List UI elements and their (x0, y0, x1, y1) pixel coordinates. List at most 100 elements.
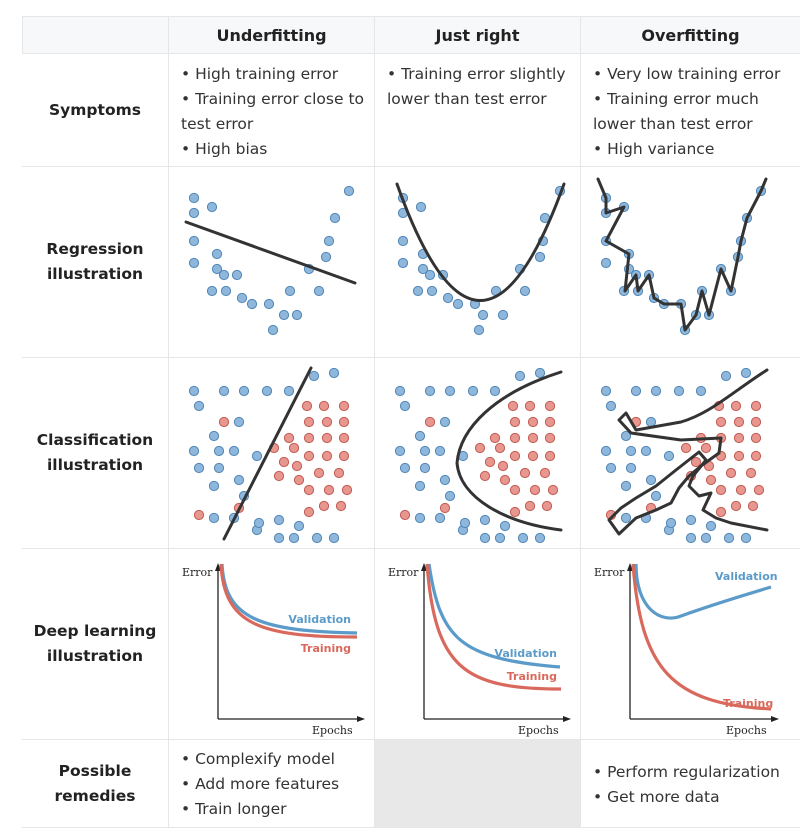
red-point (509, 416, 521, 428)
blue-point (188, 235, 200, 247)
blue-point (439, 416, 451, 428)
blue-point (213, 445, 225, 457)
header-overfitting: Overfitting (581, 16, 800, 54)
red-point (273, 470, 285, 482)
classification-decision-line (222, 366, 313, 541)
blue-point (452, 298, 464, 310)
bullet-line: • Complexify model (181, 750, 335, 768)
red-point (494, 442, 506, 454)
red-point (539, 467, 551, 479)
blue-point (605, 462, 617, 474)
blue-point (412, 285, 424, 297)
red-point (318, 500, 330, 512)
regression-fit-line (184, 220, 357, 285)
blue-point (519, 285, 531, 297)
red-point (323, 484, 335, 496)
blue-point (188, 257, 200, 269)
regression-fit-curve (596, 177, 768, 332)
training-label: Training (507, 670, 557, 683)
classification-just-right-cell (375, 358, 581, 549)
x-axis-label: Epochs (726, 724, 767, 737)
remedies-underfitting: • Complexify model • Add more features •… (169, 740, 375, 828)
blue-point (261, 385, 273, 397)
red-point (750, 416, 762, 428)
red-point (338, 432, 350, 444)
red-point (750, 432, 762, 444)
deep-learning-underfitting-cell: Error Epochs Validation Training (169, 549, 375, 740)
validation-curve (427, 563, 561, 669)
blue-point (273, 514, 285, 526)
red-point (750, 450, 762, 462)
red-point (529, 484, 541, 496)
blue-point (439, 474, 451, 486)
blue-point (278, 309, 290, 321)
red-point (524, 500, 536, 512)
bullet-line: • Very low training error (593, 65, 781, 83)
blue-point (211, 263, 223, 275)
blue-point (228, 445, 240, 457)
red-point (338, 450, 350, 462)
blue-point (705, 520, 717, 532)
deep-learning-overfitting-plot: Error Epochs Validation Training (594, 563, 779, 737)
y-axis-arrow (215, 563, 221, 571)
bullet-line: • Training error close to (181, 90, 365, 108)
blue-point (417, 263, 429, 275)
row-label-line: Deep learning (33, 622, 157, 640)
blue-point (665, 517, 677, 529)
blue-point (650, 385, 662, 397)
x-axis-label: Epochs (312, 724, 353, 737)
blue-point (605, 400, 617, 412)
bullet-line: • Train longer (181, 800, 287, 818)
classification-decision-curve (455, 370, 563, 532)
red-point (733, 450, 745, 462)
blue-point (263, 298, 275, 310)
red-point (313, 467, 325, 479)
red-point (424, 416, 436, 428)
symptoms-overfitting: • Very low training error • Training err… (581, 54, 800, 167)
blue-point (424, 269, 436, 281)
red-point (733, 432, 745, 444)
red-point (303, 450, 315, 462)
blue-point (236, 292, 248, 304)
row-label-classification: Classification illustration (22, 358, 169, 549)
red-point (507, 400, 519, 412)
deep-learning-underfitting-plot: Error Epochs Validation Training (182, 563, 365, 737)
blue-point (208, 430, 220, 442)
blue-point (397, 257, 409, 269)
red-point (288, 442, 300, 454)
blue-point (700, 532, 712, 544)
validation-curve (634, 563, 772, 620)
blue-point (193, 462, 205, 474)
x-axis-arrow (357, 716, 365, 722)
deep-learning-overfitting-cell: Error Epochs Validation Training (581, 549, 800, 740)
blue-point (645, 416, 657, 428)
blue-point (620, 512, 632, 524)
row-label-remedies: Possible remedies (22, 740, 169, 828)
red-point (690, 456, 702, 468)
y-axis-arrow (627, 563, 633, 571)
red-point (524, 400, 536, 412)
x-axis-label: Epochs (518, 724, 559, 737)
blue-point (267, 324, 279, 336)
red-point (497, 460, 509, 472)
bullet-line: • Perform regularization (593, 763, 780, 781)
red-point (341, 484, 353, 496)
blue-point (288, 532, 300, 544)
blue-point (283, 385, 295, 397)
red-point (293, 474, 305, 486)
blue-point (695, 385, 707, 397)
red-point (193, 509, 205, 521)
red-point (338, 400, 350, 412)
blue-point (600, 385, 612, 397)
blue-point (206, 285, 218, 297)
classification-overfitting-plot (600, 367, 769, 544)
training-curve (219, 563, 358, 639)
red-point (479, 470, 491, 482)
red-point (301, 400, 313, 412)
validation-label: Validation (494, 647, 557, 660)
red-point (335, 500, 347, 512)
blue-point (206, 201, 218, 213)
blue-point (253, 517, 265, 529)
bullet-line: • Add more features (181, 775, 340, 793)
